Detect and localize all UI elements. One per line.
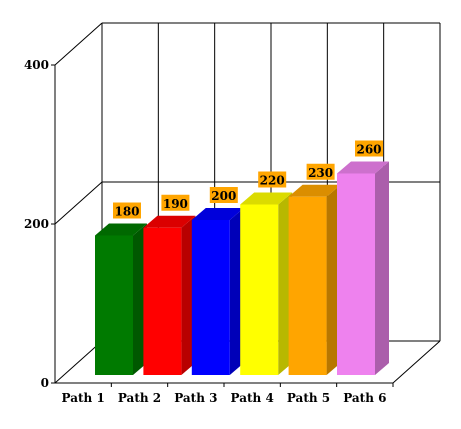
data-label: 220 — [258, 172, 286, 188]
bar — [240, 193, 292, 376]
x-tick-label: Path 1 — [62, 391, 105, 405]
y-tick-label: 200 — [24, 217, 49, 231]
data-label: 200 — [210, 187, 238, 203]
data-label: 230 — [307, 164, 335, 180]
x-tick-label: Path 3 — [174, 391, 217, 405]
x-tick-label: Path 6 — [343, 391, 386, 405]
data-label-text: 260 — [356, 143, 381, 157]
data-label-text: 200 — [211, 189, 236, 203]
y-axis-ticks: 0 200 400 — [24, 58, 55, 390]
data-label-text: 180 — [114, 205, 139, 219]
data-label-text: 220 — [260, 174, 285, 188]
data-label: 180 — [113, 203, 141, 219]
data-label: 260 — [355, 141, 383, 157]
bar-front — [192, 220, 230, 375]
x-tick-label: Path 5 — [287, 391, 330, 405]
gridline-side — [55, 23, 102, 65]
data-label: 190 — [161, 195, 189, 211]
gridline-side — [55, 341, 102, 383]
x-tick-label: Path 2 — [118, 391, 161, 405]
x-axis-ticks: Path 1 Path 2 Path 3 Path 4 Path 5 Path 6 — [62, 383, 393, 405]
bar — [289, 185, 341, 375]
data-label-text: 190 — [163, 197, 188, 211]
data-label-text: 230 — [308, 166, 333, 180]
floor-edge — [393, 341, 440, 383]
bar-front — [143, 228, 181, 375]
gridline-side — [55, 182, 102, 224]
y-tick-label: 400 — [24, 58, 49, 72]
bar — [337, 162, 389, 376]
bar-front — [289, 197, 327, 375]
y-tick-label: 0 — [41, 376, 49, 390]
bar-front — [95, 236, 133, 376]
bars — [95, 162, 389, 376]
bar — [95, 224, 147, 376]
x-tick-label: Path 4 — [231, 391, 274, 405]
bar-front — [240, 205, 278, 376]
bar-front — [337, 174, 375, 376]
bar — [192, 208, 244, 375]
bar-side — [375, 162, 389, 376]
bar — [143, 216, 195, 375]
